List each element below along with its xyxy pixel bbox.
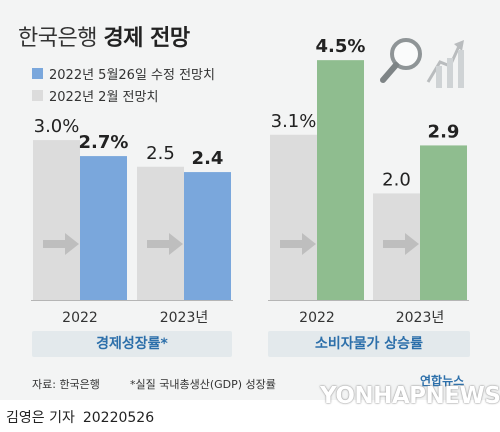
value-label-g1-c1-s1: 2.9 <box>428 121 460 142</box>
legend-label-revised: 2022년 5월26일 수정 전망치 <box>49 67 215 83</box>
trend-arrow-g0-c0 <box>43 233 79 255</box>
trend-arrow-g1-c1 <box>383 233 419 255</box>
bar-g0-c0-s0 <box>33 140 80 300</box>
legend-swatch-feb <box>32 89 43 101</box>
bar-g1-c1-s1 <box>420 145 467 300</box>
group-label-cpi: 소비자물가 상승률 <box>268 331 470 357</box>
publish-date: 20220526 <box>82 410 155 426</box>
value-label-g1-c1-s0: 2.0 <box>382 169 411 190</box>
page-title: 한국은행 경제 전망 <box>18 20 190 52</box>
legend-swatch-revised <box>32 67 43 79</box>
category-label-g1-c1: 2023년 <box>396 310 445 326</box>
bar-g0-c1-s0 <box>137 166 184 300</box>
watermark: YONHAPNEWS <box>320 383 500 409</box>
legend-item-revised: 2022년 5월26일 수정 전망치 <box>32 62 215 84</box>
value-label-g0-c1-s0: 2.5 <box>146 143 175 164</box>
trend-arrow-g1-c0 <box>280 233 316 255</box>
source-note: 자료: 한국은행 <box>32 378 100 391</box>
category-label-g0-c1: 2023년 <box>160 310 209 326</box>
value-label-g0-c0-s0: 3.0% <box>34 116 80 137</box>
author: 김영은 기자 <box>6 410 75 426</box>
bar-chart: 3.0%2.7% 2022 2.5 2.4 2023년 3.1% 4.5% 2022 2.0 2.… <box>31 36 469 326</box>
value-label-g0-c0-s1: 2.7% <box>79 132 129 153</box>
magnifier-chart-icon <box>380 38 464 88</box>
bar-g1-c0-s0 <box>270 134 317 300</box>
group-label-growth: 경제성장률* <box>32 331 232 357</box>
value-label-g1-c0-s1: 4.5% <box>316 36 366 57</box>
legend-item-feb: 2022년 2월 전망치 <box>32 84 215 106</box>
trend-arrow-g0-c1 <box>147 233 183 255</box>
category-label-g0-c0: 2022 <box>62 310 98 326</box>
category-label-g1-c0: 2022 <box>299 310 335 326</box>
title-light: 한국은행 <box>18 26 97 51</box>
footnote: *실질 국내총생산(GDP) 성장률 <box>130 378 276 391</box>
title-bold: 경제 전망 <box>103 26 190 51</box>
bar-g0-c0-s1 <box>80 156 127 300</box>
bar-g0-c1-s1 <box>184 172 231 300</box>
bar-g1-c0-s1 <box>317 60 364 301</box>
value-label-g1-c0-s0: 3.1% <box>271 111 317 132</box>
legend-label-feb: 2022년 2월 전망치 <box>49 89 159 105</box>
value-label-g0-c1-s1: 2.4 <box>192 148 224 169</box>
watermark-logo-text: 연합뉴스 <box>420 374 465 388</box>
legend: 2022년 5월26일 수정 전망치 2022년 2월 전망치 <box>32 62 215 106</box>
credit-line: 김영은 기자 20220526 <box>6 407 154 427</box>
